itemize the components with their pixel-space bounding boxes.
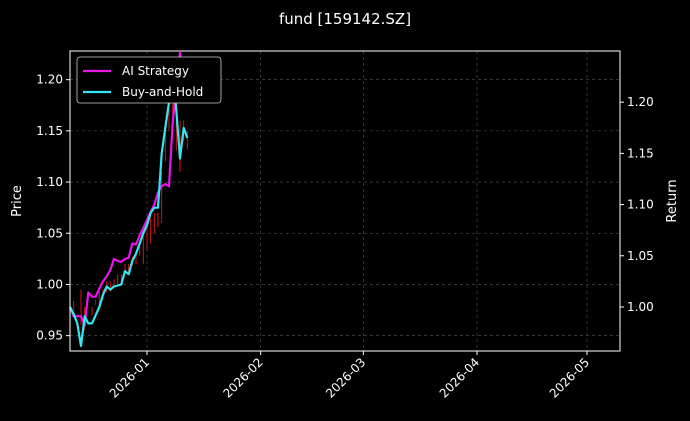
y-tick-label-right: 1.00 (627, 300, 654, 314)
chart-title: fund [159142.SZ] (279, 10, 411, 28)
legend-box (76, 56, 222, 104)
y-tick-label-left: 1.10 (36, 175, 63, 189)
series-line-0 (68, 51, 193, 327)
y-tick-label-left: 1.00 (36, 277, 63, 291)
legend: AI Strategy Buy-and-Hold (76, 56, 222, 104)
plot-frame (69, 50, 621, 352)
y-tick-label-left: 0.95 (36, 329, 63, 343)
y-tick-label-right: 1.20 (627, 95, 654, 109)
y-tick-label-left: 1.20 (36, 73, 63, 87)
y-tick-label-right: 1.05 (627, 249, 654, 263)
series-line-1 (69, 65, 189, 347)
legend-label-1: Buy-and-Hold (122, 85, 203, 99)
series-lines (68, 51, 193, 347)
y-tick-label-left: 1.15 (36, 124, 63, 138)
y-axis-label-left: Price (10, 185, 25, 217)
y-axis-label-right: Return (665, 179, 680, 222)
y-tick-label-right: 1.15 (627, 146, 654, 160)
y-tick-label-right: 1.10 (627, 198, 654, 212)
legend-label-0: AI Strategy (122, 64, 189, 78)
y-tick-label-left: 1.05 (36, 226, 63, 240)
